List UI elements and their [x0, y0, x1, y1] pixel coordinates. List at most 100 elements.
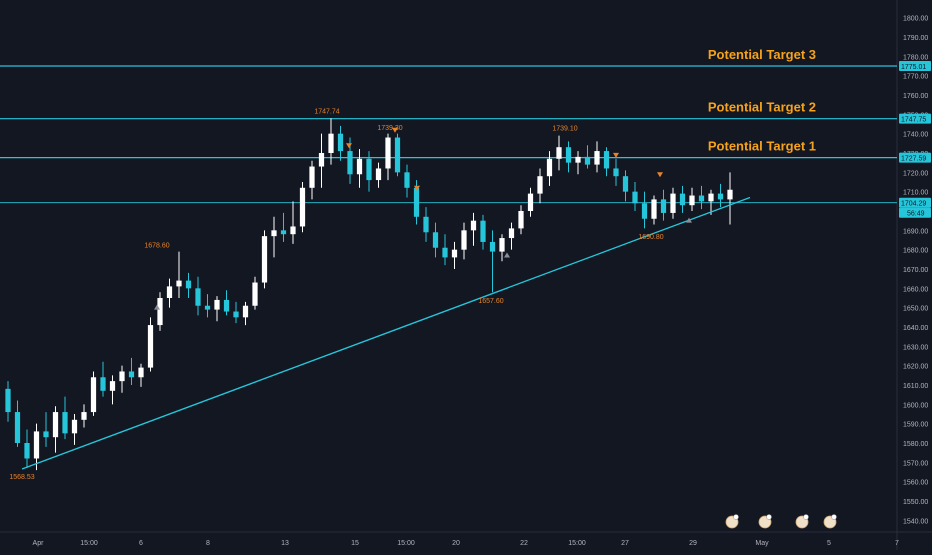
- candle-down: [603, 151, 610, 169]
- candle-up: [138, 367, 144, 378]
- y-tick-label: 1690.00: [903, 228, 928, 235]
- candle-down: [394, 137, 401, 173]
- x-tick-label: 8: [206, 540, 210, 547]
- candle-up: [575, 156, 581, 163]
- candle-up: [119, 371, 125, 382]
- x-tick-label: 15:00: [568, 540, 586, 547]
- candle-down: [480, 220, 486, 242]
- candle-up: [52, 412, 59, 438]
- candle-up: [176, 280, 182, 287]
- y-tick-label: 1540.00: [903, 518, 928, 525]
- candle-down: [423, 216, 429, 233]
- candle-up: [651, 199, 657, 219]
- candle-down: [195, 288, 201, 306]
- candle-up: [109, 381, 116, 391]
- event-badge-icon: [766, 514, 772, 520]
- candle-up: [689, 195, 695, 206]
- candle-up: [318, 153, 325, 167]
- candle-down: [717, 193, 724, 200]
- candle-down: [432, 232, 439, 248]
- y-tick-label: 1800.00: [903, 16, 928, 23]
- candle-up: [470, 220, 477, 231]
- candle-down: [24, 443, 30, 459]
- y-tick-label: 1620.00: [903, 364, 928, 371]
- y-tick-label: 1760.00: [903, 93, 928, 100]
- candle-down: [698, 195, 705, 202]
- sell-marker-icon: [613, 152, 619, 158]
- candle-up: [546, 158, 553, 177]
- candle-down: [565, 147, 572, 163]
- y-tick-label: 1650.00: [903, 306, 928, 313]
- y-tick-label: 1770.00: [903, 74, 928, 81]
- candle-down: [185, 280, 192, 289]
- x-tick-label: 29: [689, 540, 697, 547]
- candle-down: [128, 371, 135, 378]
- x-tick-label: 22: [520, 540, 528, 547]
- x-tick-label: 15:00: [80, 540, 98, 547]
- y-tick-label: 1600.00: [903, 402, 928, 409]
- y-tick-label: 1710.00: [903, 190, 928, 197]
- candle-up: [461, 230, 467, 250]
- pivot-price-label: 1568.53: [9, 474, 34, 481]
- candle-down: [43, 431, 49, 438]
- price-tag-text: 1727.59: [901, 156, 926, 163]
- pivot-price-label: 1739.10: [552, 125, 577, 132]
- pivot-price-label: 1739.30: [377, 125, 402, 132]
- candle-up: [157, 298, 163, 326]
- pivot-price-label: 1690.80: [638, 234, 663, 241]
- candle-up: [556, 147, 562, 159]
- y-tick-label: 1580.00: [903, 441, 928, 448]
- sell-marker-icon: [657, 172, 663, 178]
- x-tick-label: 13: [281, 540, 289, 547]
- candle-down: [404, 172, 410, 188]
- x-tick-label: 6: [139, 540, 143, 547]
- candle-down: [337, 133, 344, 152]
- sell-marker-icon: [414, 185, 420, 191]
- candle-up: [537, 176, 543, 194]
- candle-down: [62, 412, 68, 434]
- candle-down: [442, 247, 448, 258]
- candle-up: [271, 230, 277, 237]
- candle-up: [708, 193, 714, 202]
- candle-up: [499, 238, 505, 252]
- candle-down: [223, 299, 230, 312]
- target-label: Potential Target 2: [708, 100, 816, 115]
- y-tick-label: 1630.00: [903, 344, 928, 351]
- candle-down: [233, 311, 239, 318]
- candle-down: [14, 412, 21, 443]
- candle-up: [166, 286, 173, 298]
- price-tag: [899, 152, 931, 163]
- y-tick-label: 1780.00: [903, 54, 928, 61]
- candle-up: [527, 193, 534, 211]
- x-tick-label: 20: [452, 540, 460, 547]
- trend-line: [21, 196, 751, 470]
- y-tick-label: 1660.00: [903, 286, 928, 293]
- y-tick-label: 1740.00: [903, 132, 928, 139]
- y-tick-label: 1590.00: [903, 422, 928, 429]
- sell-marker-icon: [392, 127, 398, 133]
- candle-up: [375, 168, 382, 181]
- candle-up: [299, 187, 306, 227]
- event-badge-icon: [733, 514, 739, 520]
- candle-up: [518, 211, 524, 229]
- x-tick-label: 15:00: [397, 540, 415, 547]
- candle-up: [328, 133, 334, 153]
- pivot-price-label: 1657.60: [478, 298, 503, 305]
- price-tag: [899, 113, 931, 124]
- candle-up: [670, 193, 676, 213]
- candle-down: [204, 305, 211, 310]
- candle-up: [261, 236, 268, 283]
- candle-down: [641, 203, 648, 219]
- price-tag-text: 1747.75: [901, 117, 926, 124]
- candle-up: [71, 419, 78, 434]
- x-tick-label: 7: [895, 540, 899, 547]
- pivot-price-label: 1747.74: [314, 109, 339, 116]
- price-tag-text: 1704.29: [901, 201, 926, 208]
- y-tick-label: 1560.00: [903, 480, 928, 487]
- candle-down: [584, 156, 591, 165]
- countdown-tag-text: 56:49: [907, 211, 925, 218]
- candle-up: [242, 305, 249, 318]
